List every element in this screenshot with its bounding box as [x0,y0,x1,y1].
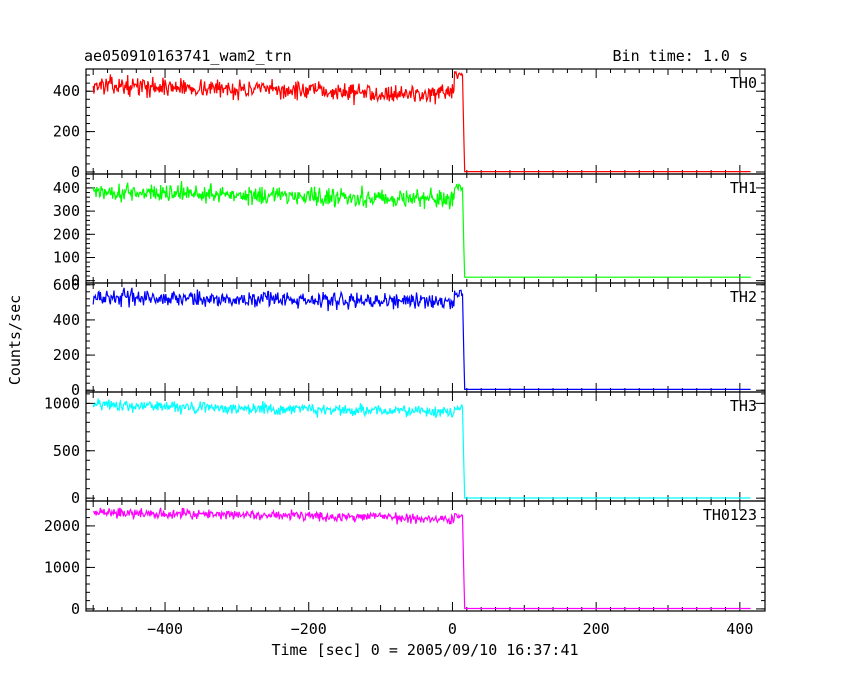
y-tick-label: 400 [53,82,80,100]
bin-time-label: Bin time: 1.0 s [613,47,748,65]
panel-th3: 0 500 1000 TH3 [44,391,766,507]
x-tick-label: −200 [291,620,327,638]
y-tick-label: 300 [53,202,80,220]
y-tick-label: 600 [53,276,80,294]
y-tick-label: 400 [53,311,80,329]
x-tick-label: −400 [147,620,183,638]
panel-th0: 0 200 400 TH0 [53,68,766,181]
y-tick-label: 2000 [44,517,80,535]
series-line-th2 [92,287,751,390]
series-line-th1 [92,181,751,278]
panel-th2: 0 200 400 600 TH2 [53,276,766,399]
y-tick-label: 1000 [44,558,80,576]
x-tick-label: 400 [726,620,753,638]
series-line-th0123 [92,507,751,610]
y-tick-label: 0 [71,272,80,290]
y-axis-label: Counts/sec [6,295,24,385]
series-line-th3 [92,398,751,499]
panel-name-label: TH2 [730,288,757,306]
panel-name-label: TH3 [730,397,757,415]
panel-th1: 0 100 200 300 400 TH1 [53,173,766,290]
y-tick-label: 0 [71,381,80,399]
chart-title: ae050910163741_wam2_trn [84,47,292,65]
panel-name-label: TH1 [730,179,757,197]
y-tick-label: 1000 [44,394,80,412]
x-tick-label: 200 [583,620,610,638]
y-tick-label: 0 [71,600,80,618]
y-tick-label: 100 [53,248,80,266]
panel-th0123: 0 1000 2000 TH0123 [44,500,766,618]
series-line-th0 [92,70,751,173]
x-tick-label: 0 [448,620,457,638]
y-tick-label: 400 [53,179,80,197]
y-tick-label: 200 [53,346,80,364]
panel-frame [85,500,766,612]
y-tick-label: 200 [53,225,80,243]
y-tick-label: 500 [53,442,80,460]
y-tick-label: 200 [53,123,80,141]
y-tick-label: 0 [71,489,80,507]
panel-frame [85,391,766,502]
y-tick-label: 0 [71,163,80,181]
panel-name-label: TH0 [730,74,757,92]
x-axis-label: Time [sec] 0 = 2005/09/10 16:37:41 [271,641,578,659]
panel-name-label: TH0123 [703,506,757,524]
